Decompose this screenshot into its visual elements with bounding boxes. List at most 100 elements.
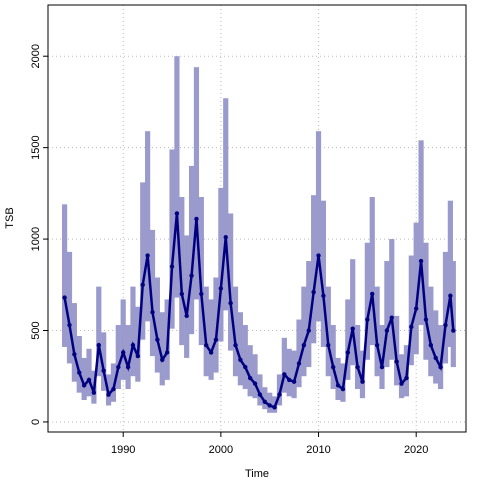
point	[413, 306, 419, 311]
point	[316, 253, 321, 258]
point	[238, 357, 243, 362]
point	[72, 352, 77, 357]
band	[384, 261, 390, 368]
band	[413, 222, 419, 355]
band	[140, 182, 146, 340]
band	[267, 392, 273, 413]
point	[194, 216, 199, 222]
point	[106, 392, 111, 397]
band	[257, 374, 263, 406]
point	[228, 300, 233, 306]
band	[286, 348, 292, 397]
band	[101, 332, 107, 391]
y-tick-label: 500	[30, 321, 42, 339]
point	[262, 399, 268, 405]
point	[277, 392, 282, 397]
band	[335, 357, 341, 400]
point	[208, 350, 214, 355]
band	[145, 131, 151, 322]
band	[398, 354, 405, 399]
point	[321, 293, 326, 298]
band	[408, 255, 414, 366]
band	[169, 149, 175, 329]
band	[130, 286, 136, 377]
band	[154, 277, 160, 373]
band	[442, 251, 449, 364]
band	[179, 197, 185, 346]
band	[247, 345, 253, 397]
band	[125, 325, 131, 390]
point	[164, 350, 170, 355]
point	[443, 322, 448, 328]
band	[262, 387, 268, 410]
y-axis-label: TSB	[4, 207, 16, 228]
point	[360, 379, 365, 384]
point	[145, 253, 150, 258]
band	[418, 140, 424, 326]
point	[218, 286, 224, 291]
point	[213, 337, 219, 342]
point	[282, 372, 287, 377]
band	[159, 312, 165, 386]
point	[389, 315, 394, 320]
band	[428, 286, 434, 377]
band	[193, 67, 200, 300]
point	[340, 386, 346, 392]
point	[345, 350, 351, 355]
band	[281, 337, 287, 393]
y-tick-label: 1500	[30, 135, 42, 159]
x-tick-label: 2000	[209, 444, 233, 456]
point	[247, 375, 253, 381]
band	[203, 286, 209, 377]
point	[111, 386, 116, 392]
point	[67, 322, 72, 328]
band	[301, 286, 307, 377]
band	[296, 319, 302, 388]
point	[199, 291, 204, 297]
point	[409, 324, 414, 330]
point	[86, 377, 92, 383]
point	[184, 313, 189, 319]
point	[374, 342, 380, 348]
band	[237, 312, 243, 386]
band	[208, 299, 214, 380]
point	[448, 293, 453, 298]
band	[66, 251, 73, 364]
band	[423, 242, 429, 360]
band	[315, 131, 322, 322]
point	[135, 353, 141, 359]
point	[155, 337, 160, 342]
point	[272, 405, 277, 410]
point	[428, 342, 434, 348]
point	[101, 368, 106, 373]
point	[179, 291, 184, 297]
point	[370, 291, 375, 297]
band	[184, 235, 190, 358]
point	[438, 364, 443, 370]
band	[149, 229, 156, 357]
point	[399, 381, 404, 386]
point	[296, 361, 302, 366]
x-axis-label: Time	[245, 468, 269, 480]
point	[189, 273, 194, 278]
band	[62, 204, 68, 347]
point	[306, 328, 311, 333]
point	[451, 328, 456, 333]
band	[252, 354, 258, 399]
x-tick-label: 2020	[404, 444, 428, 456]
x-tick-label: 2010	[306, 444, 330, 456]
point	[233, 342, 238, 348]
point	[130, 342, 136, 348]
point	[404, 375, 409, 381]
point	[326, 342, 331, 348]
band	[86, 348, 92, 397]
point	[335, 383, 341, 388]
point	[355, 364, 360, 370]
point	[252, 381, 258, 386]
point	[243, 364, 248, 370]
band	[311, 195, 317, 344]
point	[433, 355, 438, 361]
point	[384, 328, 390, 333]
point	[121, 350, 126, 355]
